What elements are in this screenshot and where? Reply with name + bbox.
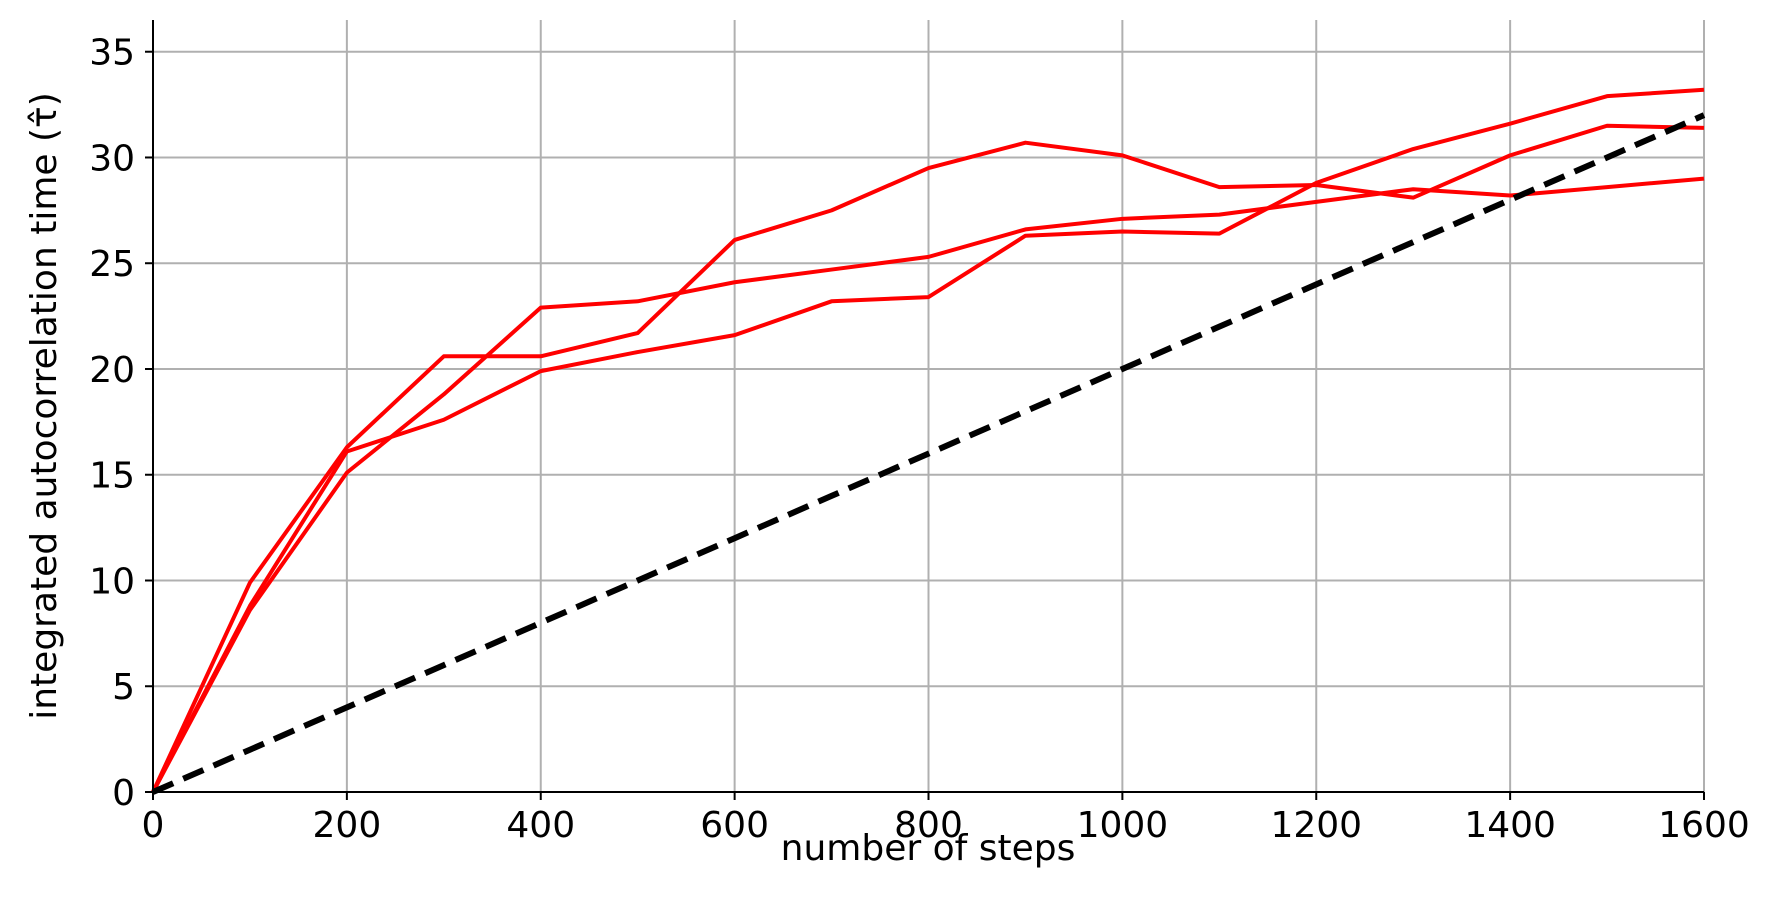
grid xyxy=(153,20,1705,792)
y-tick-label: 15 xyxy=(89,456,135,497)
y-tick-label: 0 xyxy=(112,773,135,814)
x-tick-label: 1400 xyxy=(1464,805,1556,846)
series-layer xyxy=(151,87,1706,795)
x-tick-label: 200 xyxy=(313,805,382,846)
x-tick-label: 600 xyxy=(700,805,769,846)
y-tick-label: 25 xyxy=(89,244,135,285)
y-tick-label: 5 xyxy=(112,667,135,708)
x-tick-label: 1600 xyxy=(1658,805,1750,846)
x-axis-title: number of steps xyxy=(781,828,1076,869)
reference-line xyxy=(151,112,1706,795)
x-tick-label: 800 xyxy=(894,805,963,846)
x-tick-label: 400 xyxy=(506,805,575,846)
y-tick-label: 20 xyxy=(89,350,135,391)
x-tick-label: 1200 xyxy=(1270,805,1362,846)
y-axis-title: integrated autocorrelation time (τ̂) xyxy=(24,92,65,720)
y-tick-label: 10 xyxy=(89,561,135,602)
series-line xyxy=(151,176,1705,793)
x-tick-label: 1000 xyxy=(1077,805,1169,846)
y-tick-label: 30 xyxy=(89,138,135,179)
ticks: 0 200 400 600 800 1000 1200 1400 1600 0 5 10 15 20 25 3… xyxy=(89,33,1750,846)
series-line xyxy=(151,123,1705,793)
x-tick-label: 0 xyxy=(142,805,165,846)
series-line xyxy=(151,87,1705,793)
y-tick-label: 35 xyxy=(89,33,135,74)
